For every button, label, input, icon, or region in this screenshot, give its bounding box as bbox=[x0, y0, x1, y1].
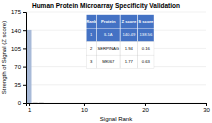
table-cell bbox=[86, 42, 96, 55]
table-text: 140.49 bbox=[122, 32, 135, 37]
grid-line bbox=[26, 12, 206, 13]
tick-mark bbox=[23, 67, 26, 68]
table-cell bbox=[138, 55, 154, 68]
table-text: 0.16 bbox=[142, 46, 151, 51]
table-cell bbox=[120, 15, 137, 28]
table-text: 138.56 bbox=[139, 32, 152, 37]
x-axis-title: Signal Rank bbox=[100, 116, 133, 122]
tick-mark bbox=[206, 103, 207, 106]
table-text: 1 bbox=[90, 32, 93, 37]
table-text: IL1A bbox=[104, 32, 113, 37]
bar bbox=[39, 102, 44, 103]
table-cell bbox=[138, 15, 154, 28]
tick: 35 bbox=[14, 82, 26, 88]
tick-mark bbox=[23, 103, 26, 104]
table-cell bbox=[138, 28, 154, 41]
chart: 110203003570105140175RankProteinZ scoreS… bbox=[0, 0, 212, 123]
table-text: Rank bbox=[86, 19, 97, 24]
table-cell bbox=[97, 15, 120, 28]
tick-label: 10 bbox=[81, 107, 88, 113]
table-text: 1.77 bbox=[125, 59, 134, 64]
tick: 20 bbox=[142, 103, 149, 113]
bar bbox=[27, 30, 32, 103]
axis-line bbox=[27, 104, 207, 107]
tick: 70 bbox=[14, 64, 26, 70]
tick-label: 20 bbox=[142, 107, 149, 113]
table-text: S score bbox=[138, 19, 154, 24]
tick: 10 bbox=[81, 103, 88, 113]
table-text: 0.63 bbox=[142, 59, 151, 64]
tick-mark bbox=[23, 12, 26, 13]
bars bbox=[27, 30, 44, 103]
table-text: 3 bbox=[90, 59, 93, 64]
table-cell bbox=[97, 55, 120, 68]
x-axis: 1 10 20 30 bbox=[27, 103, 211, 113]
tick: 140 bbox=[11, 28, 26, 34]
tick: 0 bbox=[18, 100, 26, 106]
table-cell bbox=[120, 28, 137, 41]
plot-area: 110203003570105140175RankProteinZ scoreS… bbox=[11, 9, 211, 113]
tick: 175 bbox=[11, 9, 26, 15]
tick-label: 175 bbox=[11, 9, 22, 15]
tick-label: 35 bbox=[14, 82, 21, 88]
title: Human Protein Microarray Specificity Val… bbox=[32, 2, 180, 10]
table-text: MKI67 bbox=[102, 59, 115, 64]
tick: 105 bbox=[11, 46, 26, 52]
table-cell bbox=[138, 42, 154, 55]
tick-label: 70 bbox=[14, 64, 21, 70]
tick-label: 105 bbox=[11, 46, 22, 52]
table-text: 2 bbox=[90, 46, 93, 51]
y-axis-title: Strength of Signal (Z score) bbox=[1, 21, 7, 94]
table-cell bbox=[86, 15, 96, 28]
table-cell bbox=[86, 55, 96, 68]
table-cell bbox=[120, 55, 137, 68]
table-cell bbox=[86, 28, 96, 41]
table-cell bbox=[97, 28, 120, 41]
tick-mark bbox=[23, 48, 26, 49]
tick-mark bbox=[23, 85, 26, 86]
table-cell bbox=[97, 42, 120, 55]
table-text: Z score bbox=[121, 19, 137, 24]
y-axis: 0 35 70 105 140 175 bbox=[11, 9, 27, 106]
tick-label: 30 bbox=[203, 107, 210, 113]
tick: 1 bbox=[28, 103, 32, 113]
tick: 30 bbox=[203, 103, 210, 113]
table-text: 1.94 bbox=[125, 46, 134, 51]
table-cell bbox=[120, 42, 137, 55]
tick-mark bbox=[29, 103, 30, 106]
grid-line bbox=[26, 84, 206, 85]
tick-mark bbox=[145, 103, 146, 106]
table-text: SERPINAG bbox=[97, 46, 119, 51]
tick-label: 0 bbox=[18, 100, 22, 106]
tick-mark bbox=[23, 30, 26, 31]
grid bbox=[26, 12, 206, 103]
table: Rank Protein Z scoreS score 1 IL1A 140.49 138.… bbox=[86, 15, 154, 69]
tick-label: 140 bbox=[11, 28, 22, 34]
bar bbox=[33, 102, 38, 103]
table-text: Protein bbox=[101, 19, 116, 24]
axis-line bbox=[23, 13, 27, 104]
tick-mark bbox=[84, 103, 85, 106]
tick-label: 1 bbox=[28, 107, 32, 113]
